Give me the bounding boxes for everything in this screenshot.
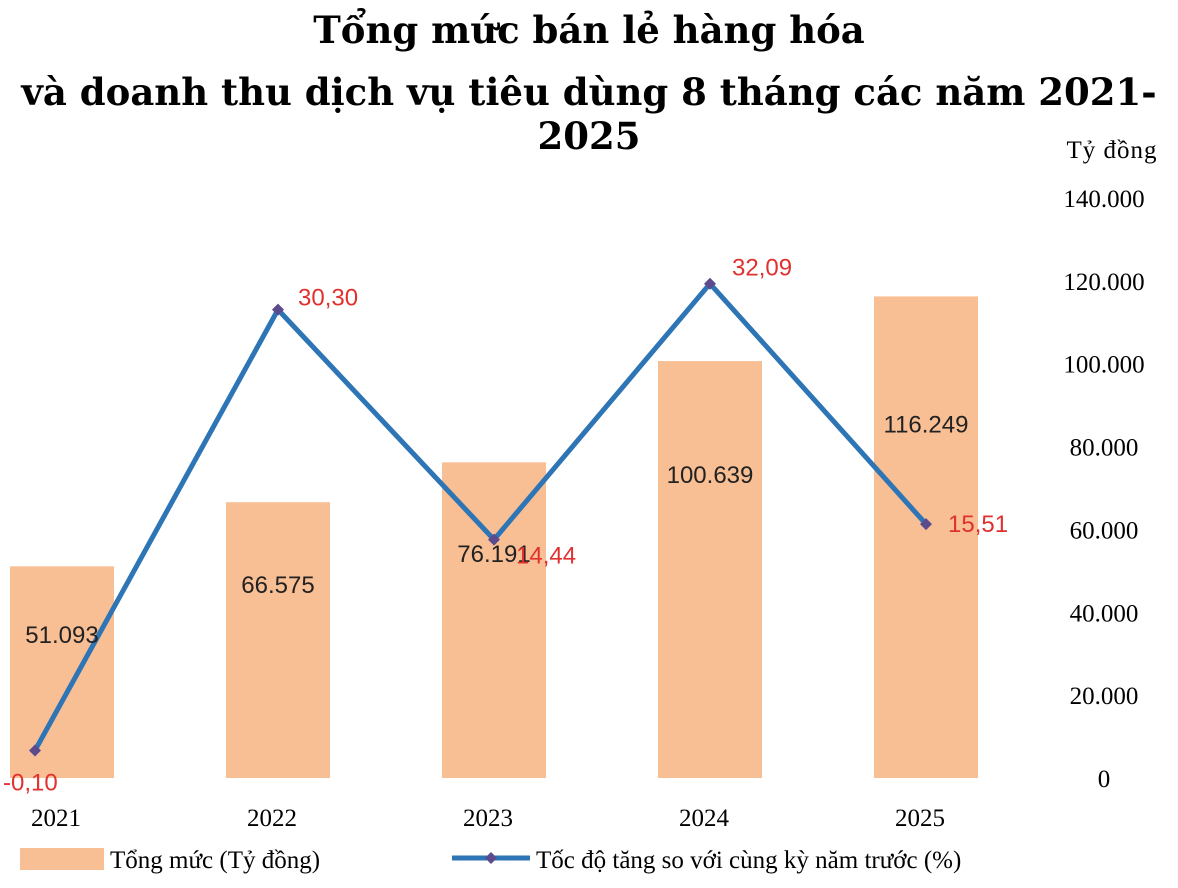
- bar-2023: [442, 462, 546, 778]
- y-tick-label-5: 100.000: [1063, 352, 1144, 379]
- bar-value-label-2025: 116.249: [884, 411, 969, 438]
- chart-title-line-2: và doanh thu dịch vụ tiêu dùng 8 tháng c…: [21, 70, 1157, 158]
- y-tick-label-2: 40.000: [1070, 600, 1139, 627]
- growth-label-2023: 14,44: [516, 543, 576, 570]
- x-tick-label-2024: 2024: [679, 805, 730, 832]
- y-tick-label-3: 60.000: [1070, 517, 1139, 544]
- growth-marker-2023: [488, 533, 500, 546]
- labels-layer: 51.093 2021 66.575 2022 76.191 2023 100.639 202…: [3, 255, 1008, 832]
- y-tick-label-6: 120.000: [1063, 269, 1144, 296]
- growth-marker-2022: [272, 303, 284, 316]
- legend: Tổng mức (Tỷ đồng) Tốc độ tăng so với cùn…: [20, 847, 961, 874]
- y-axis: Tỷ đồng 0 20.000 40.000 60.000 80.000 100.000 1…: [1063, 137, 1157, 793]
- legend-swatch-marker: [485, 852, 497, 864]
- growth-label-2025: 15,51: [948, 511, 1008, 538]
- x-tick-label-2023: 2023: [463, 805, 513, 832]
- legend-swatch-bar: [20, 848, 104, 870]
- growth-marker-2021: [29, 744, 41, 757]
- bar-value-label-2021: 51.093: [25, 622, 98, 649]
- growth-marker-2024: [704, 277, 716, 290]
- y-tick-label-1: 20.000: [1070, 683, 1139, 710]
- growth-label-2024: 32,09: [732, 255, 792, 282]
- bars-layer: [10, 296, 978, 778]
- legend-label-bar: Tổng mức (Tỷ đồng): [110, 847, 320, 874]
- growth-marker-2025: [920, 518, 932, 531]
- y-tick-label-7: 140.000: [1063, 186, 1144, 213]
- y-axis-title: Tỷ đồng: [1066, 137, 1157, 164]
- x-tick-label-2021: 2021: [31, 805, 81, 832]
- x-tick-label-2025: 2025: [895, 805, 945, 832]
- x-tick-label-2022: 2022: [247, 805, 297, 832]
- bar-value-label-2024: 100.639: [667, 462, 754, 489]
- bar-2022: [226, 502, 330, 778]
- line-layer: [29, 277, 932, 757]
- bar-2024: [658, 361, 762, 778]
- bar-2025: [874, 296, 978, 778]
- y-tick-label-4: 80.000: [1070, 435, 1139, 462]
- bar-2021: [10, 566, 114, 778]
- y-tick-label-0: 0: [1098, 766, 1111, 793]
- bar-value-label-2022: 66.575: [241, 572, 314, 599]
- growth-label-2021: -0,10: [3, 769, 58, 796]
- chart-title-line-1: Tổng mức bán lẻ hàng hóa: [313, 8, 865, 52]
- growth-label-2022: 30,30: [298, 285, 358, 312]
- bar-value-label-2023: 76.191: [457, 541, 530, 568]
- legend-label-line: Tốc độ tăng so với cùng kỳ năm trước (%): [536, 847, 961, 874]
